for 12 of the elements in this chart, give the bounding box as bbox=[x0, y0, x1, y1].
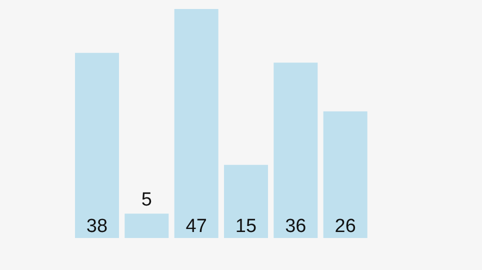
data-label: 15 bbox=[235, 216, 257, 237]
data-label: 26 bbox=[334, 216, 356, 237]
bar bbox=[224, 164, 268, 238]
bar bbox=[124, 214, 169, 238]
bar bbox=[323, 111, 368, 238]
bar bbox=[75, 52, 119, 238]
bar bbox=[274, 62, 318, 238]
bar bbox=[174, 9, 218, 238]
data-label: 36 bbox=[285, 216, 306, 237]
data-label: 38 bbox=[86, 216, 108, 237]
data-label: 5 bbox=[141, 190, 152, 211]
data-label: 47 bbox=[186, 216, 207, 237]
